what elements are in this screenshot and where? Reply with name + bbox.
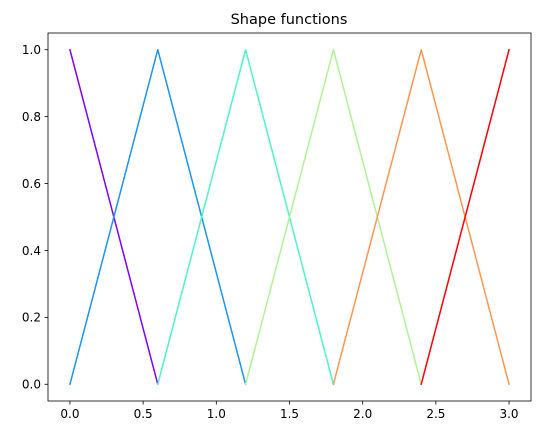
series-line-3	[156, 48, 335, 386]
y-tick-label: 1.0	[22, 43, 41, 57]
x-tick-label: 2.5	[426, 407, 445, 421]
chart-title: Shape functions	[231, 12, 348, 28]
y-tick-label: 0.0	[22, 378, 41, 392]
y-tick-label: 0.8	[22, 110, 41, 124]
series-line-5	[332, 48, 510, 386]
x-tick-label: 1.0	[207, 407, 226, 421]
series-line-2	[69, 48, 247, 386]
axes: 0.0 0.5 1.0 1.5 2.0 2.5 3.0 0.0 0.2 0.4 0.6 0.8 1.0	[22, 32, 532, 421]
series-line-4	[244, 48, 423, 386]
y-tick-label: 0.6	[22, 177, 41, 191]
y-tick-label: 0.4	[22, 244, 41, 258]
x-tick-label: 0.0	[60, 407, 79, 421]
x-tick-label: 0.5	[134, 407, 153, 421]
x-tick-label: 3.0	[499, 407, 518, 421]
y-tick-label: 0.2	[22, 311, 41, 325]
x-tick-label: 1.5	[280, 407, 299, 421]
series-line-6	[420, 48, 510, 386]
x-tick-label: 2.0	[353, 407, 372, 421]
plot-area	[69, 48, 510, 386]
